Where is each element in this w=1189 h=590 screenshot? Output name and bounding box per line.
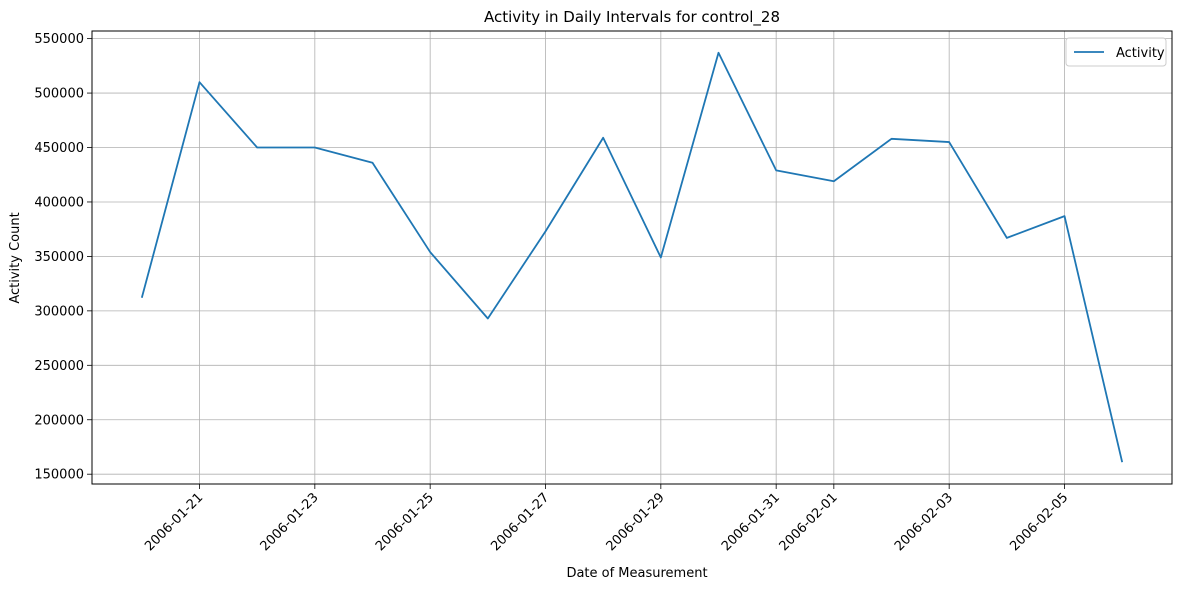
x-tick-label: 2006-01-23 (258, 490, 322, 554)
series-line-activity (140, 51, 1124, 463)
y-tick-label: 500000 (34, 87, 84, 102)
x-tick-label: 2006-02-05 (1007, 490, 1071, 554)
legend-label-activity: Activity (1116, 46, 1165, 61)
y-tick-label: 400000 (34, 195, 84, 210)
legend: Activity (1065, 37, 1167, 67)
grid-lines (92, 31, 1172, 484)
x-tick-label: 2006-01-31 (719, 490, 783, 554)
x-tick-label: 2006-01-25 (373, 490, 437, 554)
y-tick-label: 300000 (34, 304, 84, 319)
x-tick-label: 2006-02-03 (892, 490, 956, 554)
y-axis-label: Activity Count (8, 212, 23, 303)
y-tick-label: 450000 (34, 141, 84, 156)
plot-frame (91, 30, 1173, 485)
y-tick-label: 550000 (34, 32, 84, 47)
y-tick-label: 250000 (34, 359, 84, 374)
series-lines (140, 51, 1124, 463)
x-tick-label: 2006-01-21 (142, 490, 206, 554)
x-tick-label: 2006-01-29 (604, 490, 668, 554)
chart-title: Activity in Daily Intervals for control_… (484, 8, 780, 27)
x-axis-label: Date of Measurement (566, 566, 707, 581)
x-axis-ticks: 2006-01-21 2006-01-23 2006-01-25 2006-01-27… (142, 484, 1071, 554)
y-tick-label: 200000 (34, 413, 84, 428)
x-tick-label: 2006-02-01 (777, 490, 841, 554)
x-tick-label: 2006-01-27 (488, 490, 552, 554)
legend-box (1065, 37, 1167, 67)
y-tick-label: 150000 (34, 468, 84, 483)
y-axis-ticks: 150000 200000 250000 300000 350000 400000 4500… (34, 32, 92, 483)
y-tick-label: 350000 (34, 250, 84, 265)
